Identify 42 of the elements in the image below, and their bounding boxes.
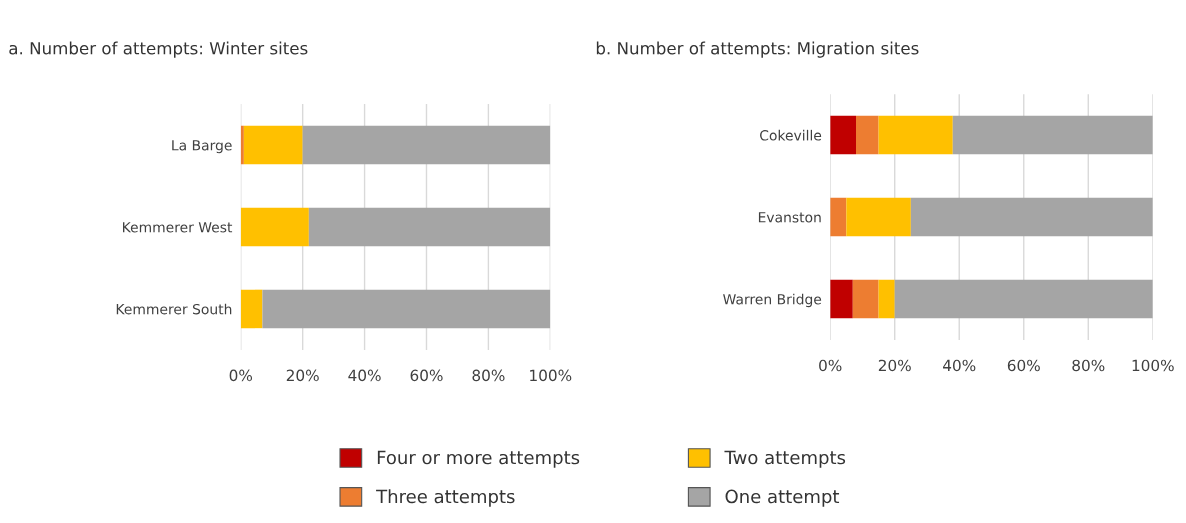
bar <box>240 125 244 165</box>
bar <box>830 197 847 237</box>
y-tick-label: Warren Bridge <box>723 293 822 308</box>
bar <box>302 125 551 165</box>
legend-label: Four or more attempts <box>377 450 580 468</box>
bar <box>308 207 551 247</box>
bar <box>240 207 309 247</box>
chart-title: b. Number of attempts: Migration sites <box>596 41 919 58</box>
bar <box>852 279 879 319</box>
bar <box>878 115 953 155</box>
legend-label: Three attempts <box>376 489 515 507</box>
x-tick-label: 0% <box>229 369 253 382</box>
bar <box>830 279 853 319</box>
x-tick-label: 20% <box>286 369 319 382</box>
x-tick-label: 100% <box>1132 359 1174 372</box>
bar <box>243 125 303 165</box>
bar <box>856 115 879 155</box>
x-tick-label: 80% <box>1072 359 1105 372</box>
bar <box>894 279 1153 319</box>
legend-label: Two attempts <box>724 450 846 468</box>
bar <box>240 289 263 329</box>
bar <box>262 289 551 329</box>
x-tick-label: 100% <box>530 369 572 382</box>
x-tick-label: 40% <box>943 359 976 372</box>
bar <box>830 115 857 155</box>
bar <box>952 115 1153 155</box>
x-tick-label: 0% <box>819 359 842 372</box>
chart-title: a. Number of attempts: Winter sites <box>9 41 308 58</box>
y-tick-label: Kemmerer South <box>116 303 232 315</box>
bar <box>910 197 1153 237</box>
x-tick-label: 60% <box>1007 359 1040 372</box>
y-tick-label: Cokeville <box>760 129 822 141</box>
y-tick-label: La Barge <box>172 140 232 154</box>
y-tick-label: Kemmerer West <box>123 222 233 233</box>
bar <box>878 279 895 319</box>
x-tick-label: 80% <box>472 369 505 382</box>
x-tick-label: 20% <box>878 359 911 372</box>
x-tick-label: 60% <box>410 369 443 382</box>
bar <box>846 197 911 237</box>
x-tick-label: 40% <box>348 369 381 382</box>
legend-label: One attempt <box>725 489 840 507</box>
y-tick-label: Evanston <box>758 212 821 223</box>
